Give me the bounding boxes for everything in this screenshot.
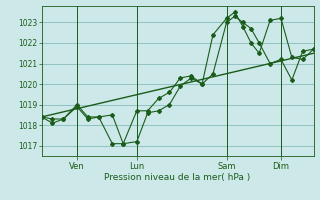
- X-axis label: Pression niveau de la mer( hPa ): Pression niveau de la mer( hPa ): [104, 173, 251, 182]
